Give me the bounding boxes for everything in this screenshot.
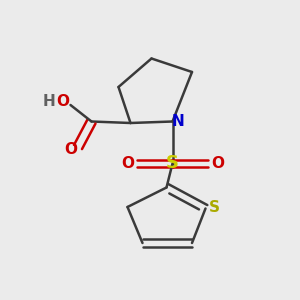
Text: O: O [56, 94, 70, 109]
Text: N: N [172, 114, 184, 129]
Text: O: O [121, 156, 134, 171]
Text: S: S [166, 154, 179, 172]
Text: H: H [43, 94, 55, 109]
Text: O: O [211, 156, 224, 171]
Text: O: O [64, 142, 77, 157]
Text: S: S [209, 200, 220, 214]
